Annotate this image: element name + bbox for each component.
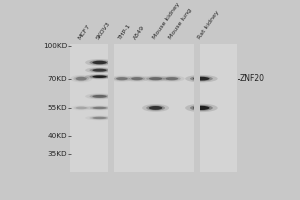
Text: Mouse lung: Mouse lung xyxy=(168,8,193,40)
Text: ZNF20: ZNF20 xyxy=(240,74,265,83)
Text: 100KD: 100KD xyxy=(43,43,67,49)
Ellipse shape xyxy=(92,69,107,72)
Ellipse shape xyxy=(163,76,181,81)
Ellipse shape xyxy=(129,76,145,81)
Ellipse shape xyxy=(76,107,87,109)
Ellipse shape xyxy=(85,67,114,73)
Ellipse shape xyxy=(110,76,134,82)
Ellipse shape xyxy=(131,77,143,80)
Ellipse shape xyxy=(76,77,87,81)
Ellipse shape xyxy=(142,76,169,82)
Ellipse shape xyxy=(89,75,110,78)
Ellipse shape xyxy=(89,68,110,72)
Text: 55KD: 55KD xyxy=(48,105,67,111)
Ellipse shape xyxy=(85,116,114,120)
Ellipse shape xyxy=(89,116,110,120)
Ellipse shape xyxy=(85,106,114,110)
Ellipse shape xyxy=(166,77,178,80)
Bar xyxy=(194,44,200,172)
Ellipse shape xyxy=(114,76,130,81)
Text: MCF7: MCF7 xyxy=(77,23,91,40)
Text: 35KD: 35KD xyxy=(48,151,67,157)
Ellipse shape xyxy=(193,77,209,81)
Ellipse shape xyxy=(74,76,89,81)
Text: 40KD: 40KD xyxy=(48,133,67,139)
Ellipse shape xyxy=(149,77,162,80)
Ellipse shape xyxy=(193,106,209,110)
Bar xyxy=(108,44,114,172)
Ellipse shape xyxy=(185,104,218,112)
Ellipse shape xyxy=(92,75,107,78)
Ellipse shape xyxy=(70,75,92,82)
Text: Rat kidney: Rat kidney xyxy=(197,10,221,40)
Ellipse shape xyxy=(89,94,110,98)
Text: A549: A549 xyxy=(133,24,146,40)
Ellipse shape xyxy=(190,105,213,111)
Ellipse shape xyxy=(146,105,165,111)
Ellipse shape xyxy=(116,77,128,80)
Ellipse shape xyxy=(185,75,218,82)
Ellipse shape xyxy=(92,61,107,64)
Ellipse shape xyxy=(89,106,110,110)
Ellipse shape xyxy=(159,76,185,82)
Bar xyxy=(70,44,238,172)
Ellipse shape xyxy=(92,117,107,119)
Ellipse shape xyxy=(190,76,213,81)
Ellipse shape xyxy=(74,106,89,110)
Ellipse shape xyxy=(142,104,169,112)
Ellipse shape xyxy=(85,74,114,79)
Text: 70KD: 70KD xyxy=(48,76,67,82)
Text: Mouse kidney: Mouse kidney xyxy=(152,2,181,40)
Ellipse shape xyxy=(89,60,110,65)
Ellipse shape xyxy=(92,95,107,98)
Text: THP-1: THP-1 xyxy=(118,22,132,40)
Ellipse shape xyxy=(125,76,148,82)
Ellipse shape xyxy=(85,93,114,99)
Ellipse shape xyxy=(85,59,114,66)
Text: SKOV3: SKOV3 xyxy=(95,20,112,40)
Ellipse shape xyxy=(149,106,162,110)
Ellipse shape xyxy=(146,76,165,81)
Ellipse shape xyxy=(92,107,107,109)
